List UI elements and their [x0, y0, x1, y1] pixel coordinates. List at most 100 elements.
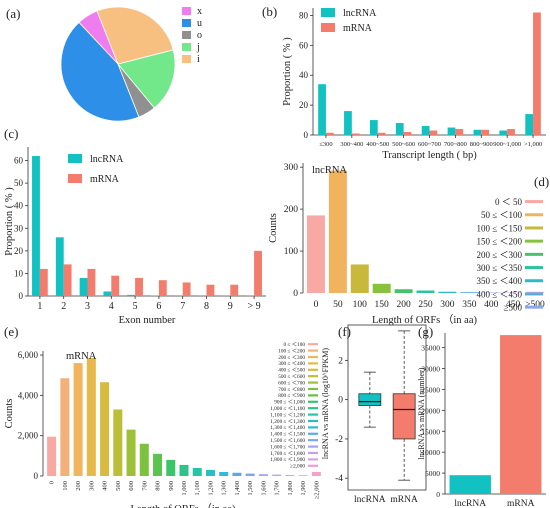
legend-swatch [525, 279, 543, 283]
y-tick-label: 0 [293, 289, 298, 299]
legend-swatch [308, 464, 318, 467]
y-tick-label: 20 [299, 100, 309, 110]
y-axis-label: Proportion ( % ) [282, 37, 293, 106]
legend-swatch [525, 252, 543, 256]
x-tick-label: 250 [418, 300, 433, 310]
series-label: mRNA [66, 351, 97, 362]
x-axis-label: Length of ORFs （in aa) [372, 314, 477, 326]
bar-0 [306, 215, 325, 293]
legend-swatch [308, 407, 318, 410]
bar-11 [192, 467, 202, 476]
legend-label: 350 ≤ ＜400 [477, 276, 523, 286]
legend-swatch [525, 200, 543, 204]
legend-label-mRNA: mRNA [90, 174, 120, 185]
bar-mRNA-6 [481, 129, 490, 135]
x-tick-label: 1,800 [287, 481, 294, 496]
legend-label: 1,400 ≤ ＜1,500 [270, 432, 305, 438]
x-tick-label: 100 [62, 481, 69, 491]
x-tick-label: 500 [115, 481, 122, 491]
bar-lncRNA-1 [55, 237, 64, 296]
bar-mRNA-7 [206, 284, 215, 296]
legend-label: 400 ≤ ＜500 [278, 368, 305, 374]
y-tick-label: 60 [299, 40, 309, 50]
legend-swatch [308, 362, 318, 365]
y-tick-label: 0 [436, 490, 440, 499]
legend-swatch [308, 419, 318, 423]
x-tick-label: 800~900 [470, 141, 493, 148]
y-axis-label: lncRNA vs mRNA (number) [417, 367, 426, 459]
x-tick-label: > 9 [248, 301, 261, 312]
legend-label-u: u [197, 18, 202, 29]
y-tick-label: 2 [338, 356, 343, 366]
y-tick-label: 80 [299, 10, 309, 20]
x-tick-label: ≥500 [525, 300, 545, 310]
bar-mRNA-1 [351, 133, 360, 135]
legend-label: 700 ≤ ＜800 [278, 387, 305, 393]
y-tick-label: 25000 [421, 385, 440, 394]
legend-swatch [308, 432, 318, 435]
bar-mRNA-0 [325, 132, 334, 135]
x-tick-label: 800 [155, 481, 162, 491]
panel-label-b: (b) [262, 4, 277, 19]
bar-lncRNA-5 [447, 127, 456, 135]
legend-swatch-x [182, 7, 191, 15]
x-tick-label: >1,000 [524, 141, 542, 148]
bar-7 [139, 443, 149, 476]
y-tick-label: -2 [335, 435, 343, 445]
bar-6 [126, 429, 136, 476]
y-tick-label: 0 [304, 130, 309, 140]
y-tick-label: 50 [14, 178, 24, 188]
legend-swatch [308, 394, 318, 397]
legend-label: 1,700 ≤ ＜1,800 [270, 451, 305, 457]
legend-swatch [525, 239, 543, 243]
legend-swatch [308, 458, 318, 461]
bar-3 [86, 358, 96, 476]
bar-mRNA-6 [182, 282, 191, 296]
legend-label: 500 ≤ ＜600 [278, 374, 305, 380]
panel-label-g: (g) [418, 324, 433, 339]
bar-lncRNA-1 [344, 111, 352, 135]
legend-label: 1,500 ≤ ＜1,600 [270, 438, 305, 444]
x-tick-label: lncRNA [454, 499, 486, 508]
bar-mRNA-8 [533, 12, 541, 135]
bar-5 [416, 290, 435, 293]
bar-mRNA-4 [135, 277, 143, 296]
y-tick-label: 300 [284, 163, 299, 173]
x-tick-label: ≤300 [319, 141, 332, 148]
x-tick-label: 1,000 [181, 481, 188, 496]
chart-g: 0 5000 10000 15000 20000 25000 30000 35000 lncRN… [421, 333, 546, 508]
y-tick-label: 10 [14, 268, 24, 278]
legend-swatch [308, 375, 318, 378]
legend-swatch-mRNA [68, 174, 82, 183]
bar-mRNA-1 [63, 264, 72, 296]
bar-4 [100, 382, 110, 476]
chart-f: -4 -2 0 2 lncRNA mRNA [335, 324, 427, 505]
bar-mRNA-7 [507, 129, 515, 135]
bar-lncRNA-4 [421, 126, 430, 135]
legend-label-lncRNA: lncRNA [343, 8, 377, 19]
bar-2 [73, 363, 83, 476]
y-tick-label: 40 [299, 70, 309, 80]
bar-lncRNA-4 [127, 294, 136, 296]
legend-swatch [308, 439, 318, 442]
x-tick-label: 350 [462, 300, 477, 310]
bar-3 [372, 283, 391, 293]
x-axis-label: Length of ORFs （in aa) [131, 503, 236, 508]
legend-swatch [525, 305, 543, 309]
legend-label: 1,600 ≤ ＜1,700 [270, 444, 305, 450]
legend-label: 100 ≤ ＜150 [477, 223, 523, 233]
bar-8 [153, 453, 163, 476]
legend-label: 100 ≤ ＜200 [278, 348, 305, 354]
legend-label: 800 ≤ ＜900 [278, 393, 305, 399]
legend-label-mRNA: mRNA [343, 23, 373, 34]
x-tick-label: 1,500 [247, 481, 254, 496]
x-axis-label: Exon number [119, 315, 176, 326]
y-tick-label: 2,000 [18, 431, 39, 441]
bar-lncRNA-2 [369, 120, 378, 135]
x-tick-label: 200 [396, 300, 411, 310]
chart-e: 0 2,000 4,000 6,000 0 100 200 300 400 500 600 700 80… [18, 342, 321, 499]
y-tick-label: 5000 [425, 469, 440, 478]
